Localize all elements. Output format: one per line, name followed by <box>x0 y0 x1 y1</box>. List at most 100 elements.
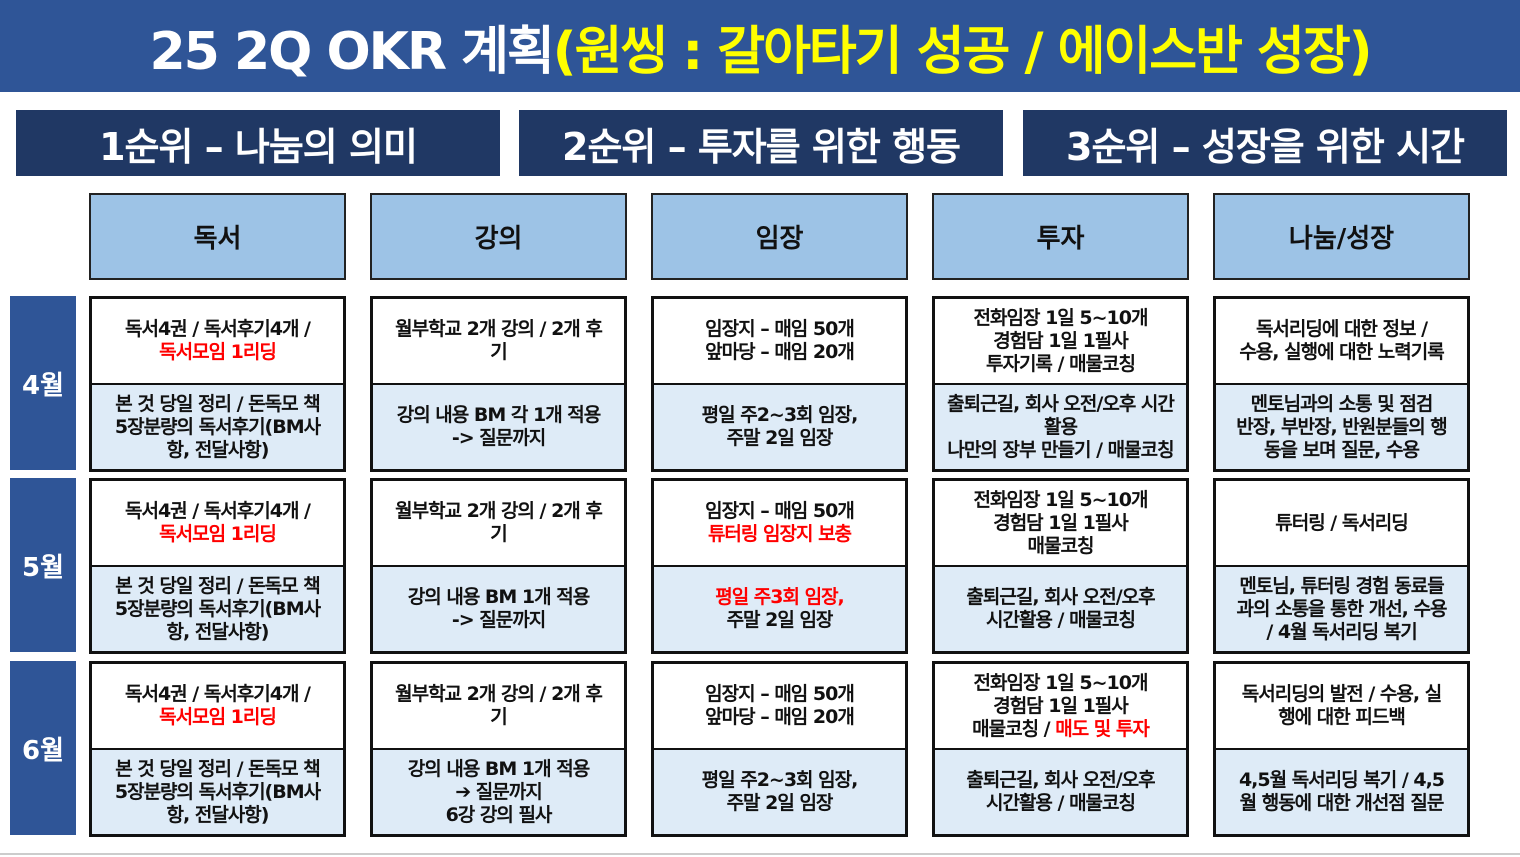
text-line: / 4월 독서리딩 복기 <box>1266 620 1417 644</box>
divider <box>0 853 1520 855</box>
text-line: 나만의 장부 만들기 / 매물코칭 <box>947 438 1174 462</box>
text-segment: 기 <box>490 523 508 545</box>
text-line: 매물코칭 <box>1028 535 1095 558</box>
text-line: 임장지 – 매임 50개 <box>705 500 855 523</box>
text-segment: 독서4권 / 독서후기4개 / <box>124 318 311 340</box>
text-segment: 항, 전달사항) <box>166 438 270 461</box>
text-line: 독서모임 1리딩 <box>159 706 277 729</box>
text-line: 경험담 1일 1필사 <box>993 695 1129 718</box>
text-segment: 월부학교 2개 강의 / 2개 후 <box>395 683 603 705</box>
text-segment: 나만의 장부 만들기 / 매물코칭 <box>947 438 1174 461</box>
text-line: 독서모임 1리딩 <box>159 341 277 364</box>
text-line: 경험담 1일 1필사 <box>993 329 1129 353</box>
text-segment: 경험담 1일 1필사 <box>993 329 1129 352</box>
plan-cell: 월부학교 2개 강의 / 2개 후 기 강의 내용 BM 각 1개 적용 -> 질문까… <box>370 296 627 472</box>
action-text: 멘토님과의 소통 및 점검 반장, 부반장, 반원분들의 행 동을 보며 질문, 수… <box>1216 385 1467 469</box>
text-line: 강의 내용 BM 1개 적용 <box>408 758 590 781</box>
text-line: 강의 내용 BM 1개 적용 <box>408 586 590 609</box>
column-header: 투자 <box>932 193 1189 280</box>
text-line: 항, 전달사항) <box>167 804 270 827</box>
text-segment: 독서4권 / 독서후기4개 / <box>124 500 311 522</box>
action-text: 본 것 당일 정리 / 돈독모 책 5장분량의 독서후기(BM사 항, 전달사항) <box>92 385 343 469</box>
text-line: 전화임장 1일 5~10개 <box>973 671 1149 695</box>
text-segment: 경험담 1일 1필사 <box>993 511 1129 534</box>
text-line: 동을 보며 질문, 수용 <box>1264 438 1420 462</box>
plan-cell: 월부학교 2개 강의 / 2개 후 기 강의 내용 BM 1개 적용 -> 질문까지 <box>370 478 627 654</box>
text-segment: 투자기록 / 매물코칭 <box>985 352 1136 375</box>
action-text: 4,5월 독서리딩 복기 / 4,5 월 행동에 대한 개선점 질문 <box>1216 750 1467 834</box>
text-line: 출퇴근길, 회사 오전/오후 <box>966 586 1155 609</box>
month-label: 4월 <box>10 296 76 470</box>
plan-cell: 임장지 – 매임 50개 튜터링 임장지 보충 평일 주3회 임장, 주말 2일 임장 <box>651 478 908 654</box>
text-segment: 임장지 – 매임 50개 <box>705 683 855 705</box>
text-line: -> 질문까지 <box>451 427 546 450</box>
text-line: 활용 <box>1044 415 1078 439</box>
action-text: 멘토님, 튜터링 경험 동료들 과의 소통을 통한 개선, 수용/ 4월 독서리딩… <box>1216 567 1467 651</box>
text-segment: 평일 주2~3회 임장, <box>701 404 859 426</box>
highlight-text: 평일 주3회 임장, <box>715 586 845 608</box>
plan-cell: 독서4권 / 독서후기4개 / 독서모임 1리딩 본 것 당일 정리 / 돈독모 책… <box>89 661 346 837</box>
text-segment: 멘토님, 튜터링 경험 동료들 <box>1239 574 1444 597</box>
text-line: 튜터링 / 독서리딩 <box>1275 512 1409 535</box>
title-main: 25 2Q OKR 계획 <box>149 21 555 82</box>
text-segment: 6강 강의 필사 <box>445 803 553 826</box>
text-line: 4,5월 독서리딩 복기 / 4,5 <box>1238 769 1445 792</box>
action-text: 본 것 당일 정리 / 돈독모 책 5장분량의 독서후기(BM사 항, 전달사항) <box>92 750 343 834</box>
text-segment: 5장분량의 독서후기(BM사 <box>114 415 321 438</box>
goal-text: 튜터링 / 독서리딩 <box>1216 481 1467 567</box>
priority-3: 3순위 – 성장을 위한 시간 <box>1023 110 1507 176</box>
text-line: 5장분량의 독서후기(BM사 <box>114 415 321 439</box>
goal-text: 임장지 – 매임 50개 앞마당 – 매임 20개 <box>654 664 905 750</box>
text-segment: 동을 보며 질문, 수용 <box>1264 438 1420 461</box>
text-segment: 5장분량의 독서후기(BM사 <box>114 597 321 620</box>
text-segment: / 4월 독서리딩 복기 <box>1266 620 1417 643</box>
text-line: 전화임장 1일 5~10개 <box>973 488 1149 512</box>
text-segment: 반장, 부반장, 반원분들의 행 <box>1236 415 1448 438</box>
text-segment: 5장분량의 독서후기(BM사 <box>114 780 321 803</box>
goal-text: 독서4권 / 독서후기4개 / 독서모임 1리딩 <box>92 299 343 385</box>
text-line: 5장분량의 독서후기(BM사 <box>114 780 321 804</box>
text-segment: 임장지 – 매임 50개 <box>705 500 855 522</box>
plan-cell: 전화임장 1일 5~10개 경험담 1일 1필사 매물코칭 / 매도 및 투자 출퇴근… <box>932 661 1189 837</box>
text-line: 시간활용 / 매물코칭 <box>985 609 1136 632</box>
plan-cell: 임장지 – 매임 50개 앞마당 – 매임 20개 평일 주2~3회 임장, 주말 2… <box>651 296 908 472</box>
slide-title: 25 2Q OKR 계획 (원씽 : 갈아타기 성공 / 에이스반 성장) <box>0 0 1520 92</box>
month-label: 5월 <box>10 478 76 652</box>
action-text: 강의 내용 BM 각 1개 적용 -> 질문까지 <box>373 385 624 469</box>
text-segment: 4,5월 독서리딩 복기 / 4,5 <box>1238 769 1445 791</box>
text-line: 매물코칭 / 매도 및 투자 <box>972 718 1150 741</box>
text-segment: 전화임장 1일 5~10개 <box>973 488 1149 511</box>
goal-text: 독서리딩에 대한 정보 / 수용, 실행에 대한 노력기록 <box>1216 299 1467 385</box>
text-line: 독서4권 / 독서후기4개 / <box>124 500 311 523</box>
text-line: 월부학교 2개 강의 / 2개 후 <box>395 500 603 523</box>
text-segment: 활용 <box>1044 415 1078 438</box>
text-segment: 강의 내용 BM 각 1개 적용 <box>396 404 602 426</box>
text-segment: 출퇴근길, 회사 오전/오후 시간 <box>947 392 1175 415</box>
text-segment: 시간활용 / 매물코칭 <box>985 609 1136 631</box>
plan-cell: 독서4권 / 독서후기4개 / 독서모임 1리딩 본 것 당일 정리 / 돈독모 책… <box>89 478 346 654</box>
text-line: 과의 소통을 통한 개선, 수용 <box>1237 598 1448 621</box>
text-line: 기 <box>490 706 508 729</box>
goal-text: 전화임장 1일 5~10개 경험담 1일 1필사 투자기록 / 매물코칭 <box>935 299 1186 385</box>
text-segment: 앞마당 – 매임 20개 <box>705 341 855 363</box>
text-segment: ➔ 질문까지 <box>455 780 542 803</box>
text-line: 주말 2일 임장 <box>727 609 834 632</box>
text-line: 평일 주2~3회 임장, <box>701 404 859 427</box>
text-segment: 독서리딩에 대한 정보 / <box>1255 318 1428 340</box>
text-segment: 독서리딩의 발전 / 수용, 실 <box>1241 683 1442 705</box>
text-line: 반장, 부반장, 반원분들의 행 <box>1236 415 1448 439</box>
text-segment: 멘토님과의 소통 및 점검 <box>1250 392 1434 415</box>
text-segment: -> 질문까지 <box>451 427 546 449</box>
goal-text: 전화임장 1일 5~10개 경험담 1일 1필사 매물코칭 <box>935 481 1186 567</box>
action-text: 출퇴근길, 회사 오전/오후 시간 활용 나만의 장부 만들기 / 매물코칭 <box>935 385 1186 469</box>
text-segment: 주말 2일 임장 <box>726 792 834 814</box>
text-segment: 임장지 – 매임 50개 <box>705 318 855 340</box>
text-line: 평일 주2~3회 임장, <box>702 769 859 792</box>
text-segment: 전화임장 1일 5~10개 <box>973 671 1149 694</box>
text-line: 시간활용 / 매물코칭 <box>986 792 1136 815</box>
text-segment: 항, 전달사항) <box>166 620 270 643</box>
text-line: 임장지 – 매임 50개 <box>705 318 855 341</box>
